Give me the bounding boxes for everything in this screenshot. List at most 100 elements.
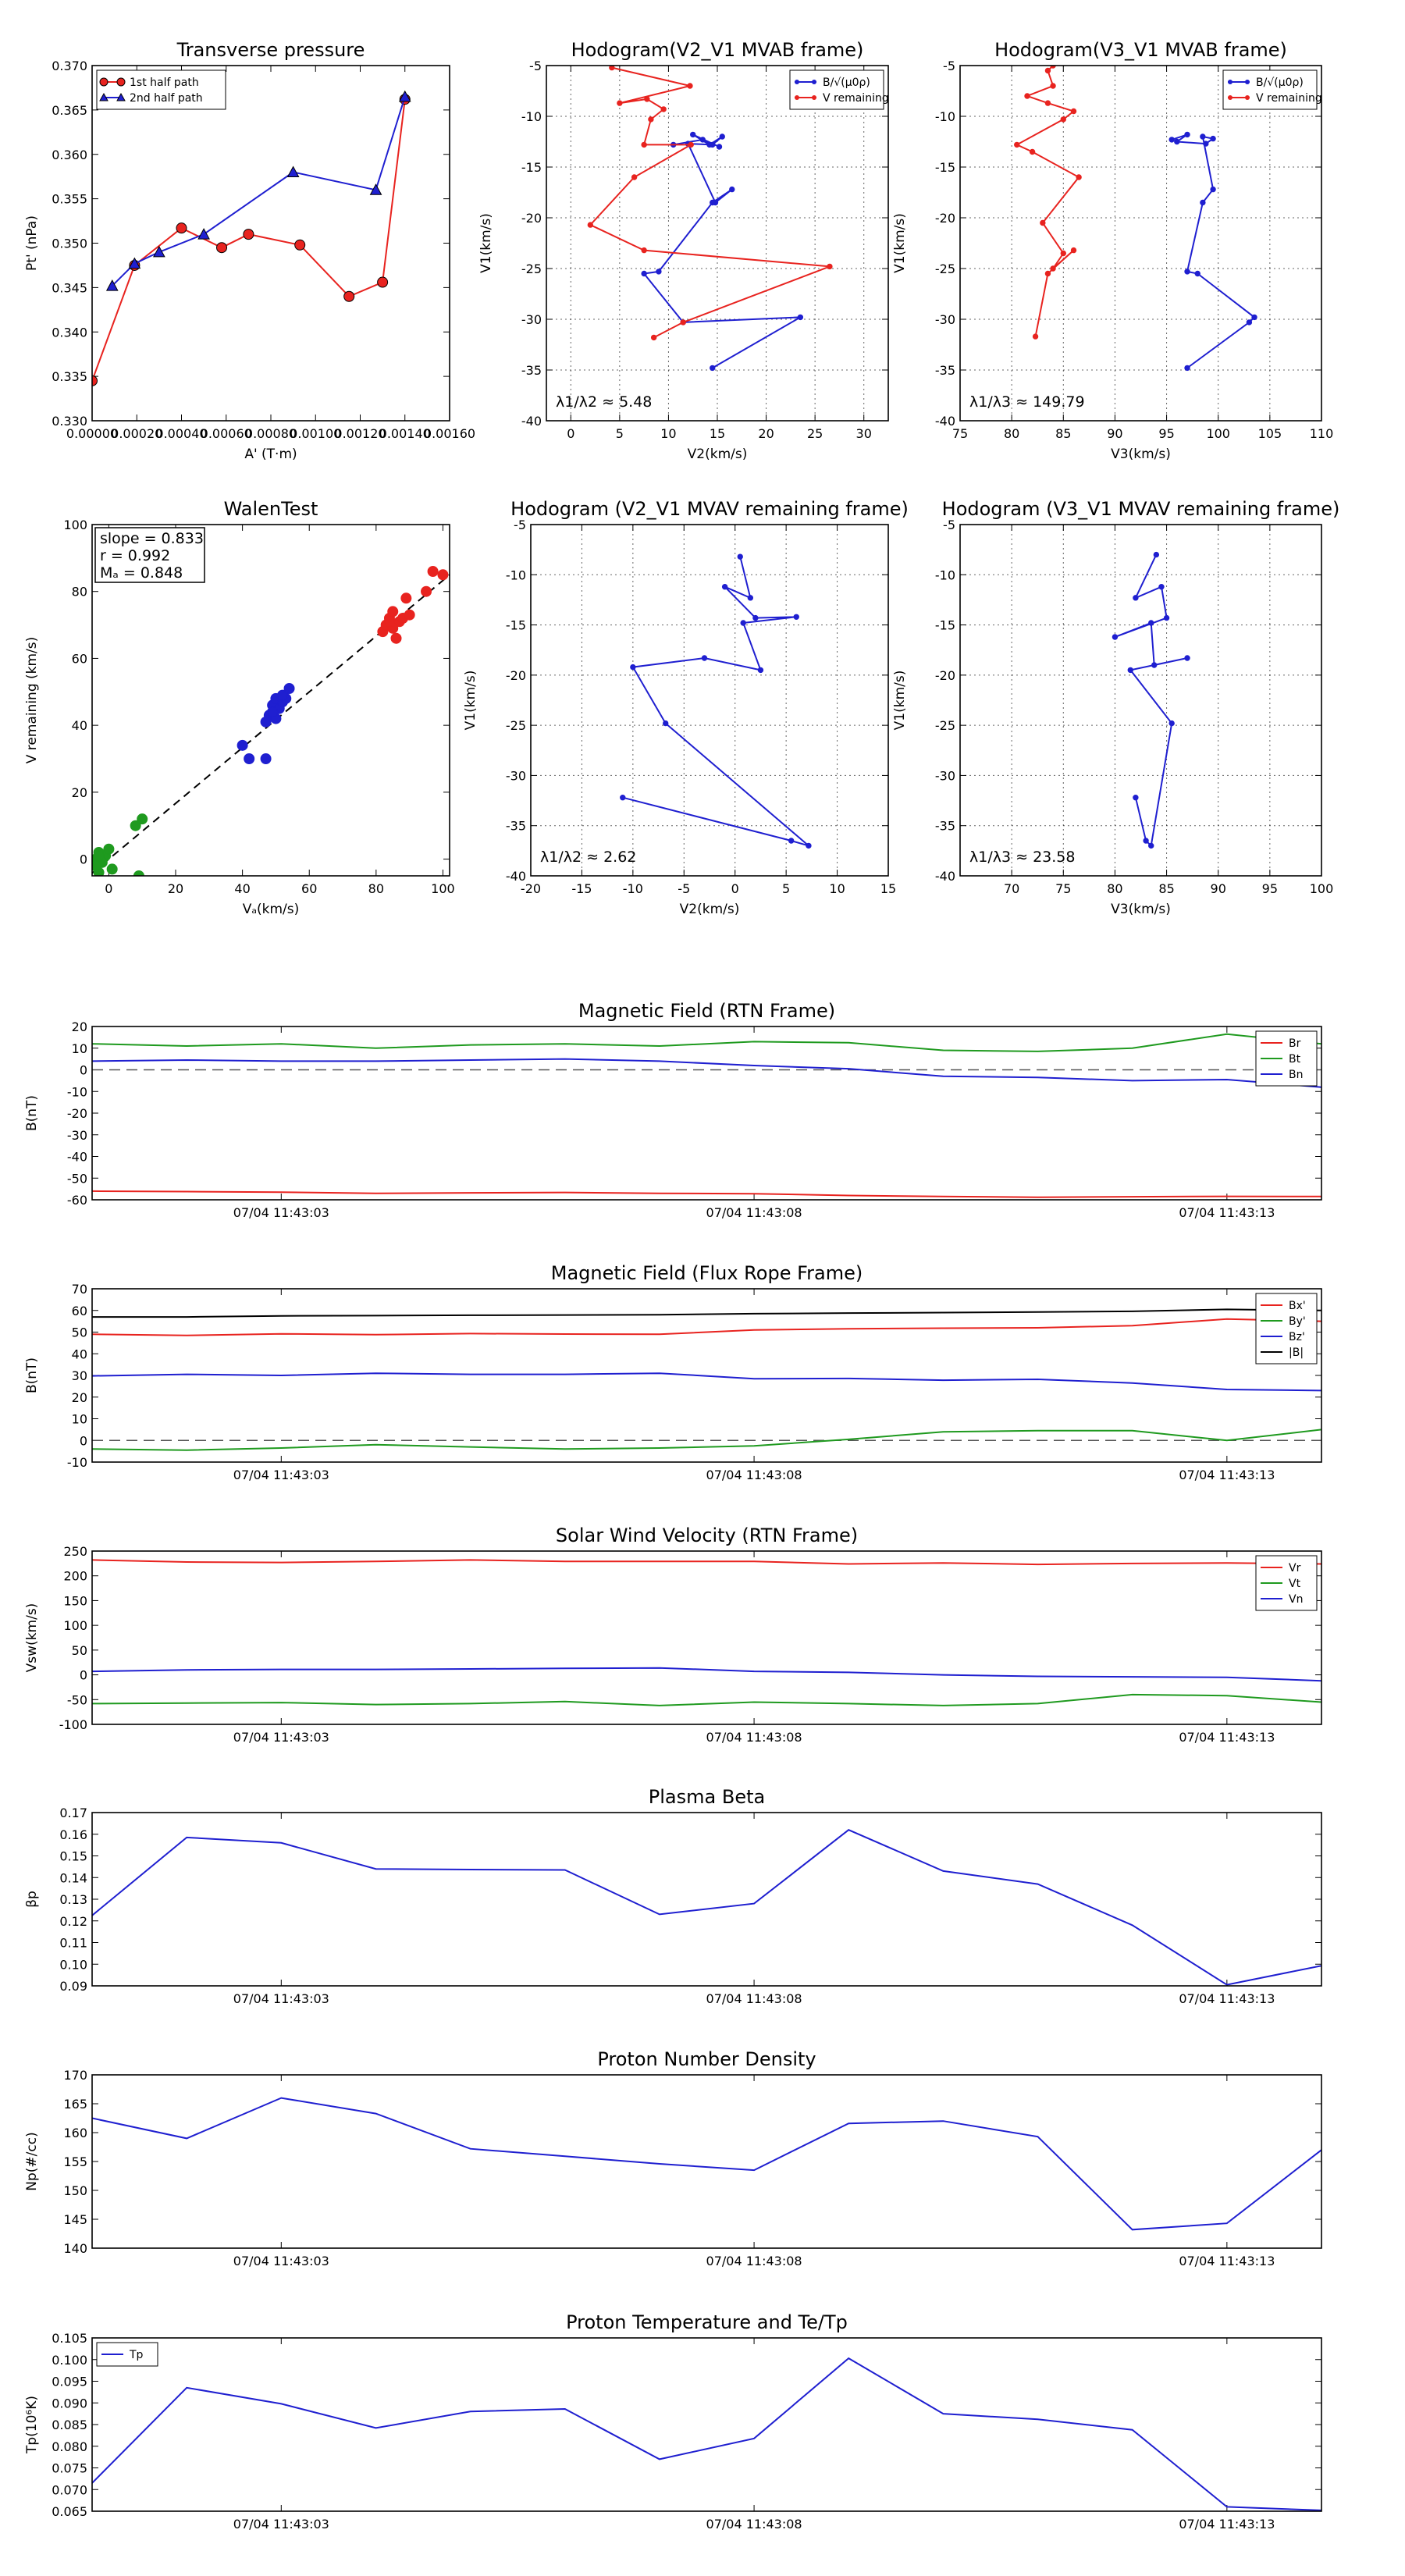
data-point (1168, 720, 1175, 727)
y-axis-label: Pt' (nPa) (24, 215, 40, 271)
data-point (1070, 108, 1077, 115)
y-tick-label: -20 (67, 1106, 87, 1121)
x-tick-label: 95 (1262, 881, 1278, 896)
data-point (1060, 116, 1066, 123)
y-tick-label: 200 (63, 1569, 87, 1584)
data-point (1143, 838, 1149, 844)
x-tick-label: 07/04 11:43:13 (1179, 2254, 1275, 2268)
series-b (620, 553, 812, 849)
y-tick-label: 0.13 (59, 1892, 87, 1907)
chart-tp_temp: Proton Temperature and Te/Tp 0.065 0.070 0.… (24, 2311, 1322, 2532)
y-tick-label: 0.16 (59, 1827, 87, 1842)
series-b-0- (1168, 131, 1257, 372)
data-point (1024, 93, 1030, 99)
legend-label: Vn (1289, 1593, 1303, 1606)
y-axis-label: V1(km/s) (478, 213, 494, 273)
x-axis-label: Vₐ(km/s) (243, 902, 300, 917)
plot-area (587, 66, 833, 372)
data-point (609, 66, 615, 71)
data-point (1050, 83, 1056, 89)
data-point (1070, 247, 1077, 254)
plot-area (92, 1559, 1321, 1706)
series-1st-half-path (92, 94, 411, 386)
stats-box (94, 527, 205, 583)
data-point (648, 116, 654, 123)
chart-title: Magnetic Field (RTN Frame) (578, 1000, 835, 1022)
data-point (620, 795, 626, 801)
chart-title: Proton Number Density (597, 2048, 816, 2070)
chart-h4: Hodogram (V3_V1 MVAV remaining frame) -40… (892, 498, 1339, 917)
series-beta (92, 1829, 1321, 1986)
chart-mag_rtn: Magnetic Field (RTN Frame) -60 -50 -40 -30 -2… (24, 1000, 1322, 1220)
y-tick-label: -25 (935, 262, 955, 276)
data-point (244, 753, 255, 764)
y-tick-label: -35 (521, 363, 542, 378)
data-point (1153, 551, 1160, 558)
y-tick-label: 0.080 (52, 2439, 87, 2454)
x-tick-label: 25 (807, 426, 823, 441)
data-point (92, 375, 98, 386)
x-tick-label: 07/04 11:43:08 (706, 2254, 802, 2268)
x-tick-label: 95 (1158, 426, 1174, 441)
data-point (757, 667, 764, 674)
y-tick-label: 0.14 (59, 1870, 87, 1885)
data-point (1151, 662, 1158, 668)
axes-frame (91, 1550, 1322, 1725)
y-tick-label: 20 (72, 1390, 87, 1405)
x-tick-label: 10 (660, 426, 676, 441)
series-line (1171, 133, 1256, 369)
x-tick-label: 80 (1004, 426, 1019, 441)
data-point (716, 144, 723, 150)
data-point (1200, 199, 1206, 206)
x-tick-label: -20 (521, 881, 541, 896)
y-axis-label: V1(km/s) (892, 671, 908, 731)
x-tick-label: 15 (710, 426, 725, 441)
y-tick-label: -35 (506, 819, 526, 834)
y-tick-label: 0.360 (52, 148, 87, 162)
data-point (806, 842, 812, 849)
y-tick-label: -10 (506, 568, 526, 582)
y-tick-label: 0.335 (52, 369, 87, 384)
data-point (1184, 365, 1190, 372)
plot-area (92, 2097, 1321, 2231)
x-tick-label: 07/04 11:43:08 (706, 1468, 802, 1482)
y-tick-label: -40 (935, 869, 955, 884)
x-tick-label: 15 (880, 881, 896, 896)
data-point (105, 279, 119, 291)
y-tick-label: -20 (935, 211, 955, 226)
x-tick-label: 100 (1310, 881, 1334, 896)
y-tick-label: -30 (521, 312, 542, 327)
data-point (383, 616, 395, 628)
legend-marker (812, 80, 816, 84)
series-red (377, 566, 449, 644)
x-axis-label: A' (T·m) (244, 447, 297, 462)
data-point (721, 584, 728, 590)
axes-frame (91, 1026, 1322, 1201)
data-point (243, 229, 254, 240)
data-point (1044, 270, 1051, 277)
series-line (112, 96, 406, 286)
series-np (92, 2097, 1321, 2231)
data-point (1029, 148, 1036, 155)
legend-marker (1245, 80, 1250, 84)
x-tick-label: 07/04 11:43:03 (233, 1991, 329, 2006)
chart-title: Transverse pressure (176, 39, 365, 61)
data-point (719, 133, 725, 140)
legend-label: V remaining (1256, 92, 1322, 105)
data-point (1014, 141, 1020, 148)
series-tp (92, 2357, 1321, 2511)
y-axis-label: B(nT) (24, 1095, 40, 1131)
x-axis-label: V3(km/s) (1111, 902, 1171, 917)
data-point (216, 242, 228, 254)
data-point (153, 245, 165, 258)
y-tick-label: 150 (63, 1593, 87, 1608)
x-tick-label: 60 (301, 881, 317, 896)
y-tick-label: 150 (63, 2183, 87, 2198)
data-point (641, 247, 647, 254)
data-point (740, 620, 746, 626)
y-tick-label: 0.330 (52, 414, 87, 429)
legend-marker (1245, 95, 1250, 100)
legend-label: By' (1289, 1315, 1306, 1328)
data-point (656, 269, 662, 275)
legend-marker (116, 92, 126, 101)
